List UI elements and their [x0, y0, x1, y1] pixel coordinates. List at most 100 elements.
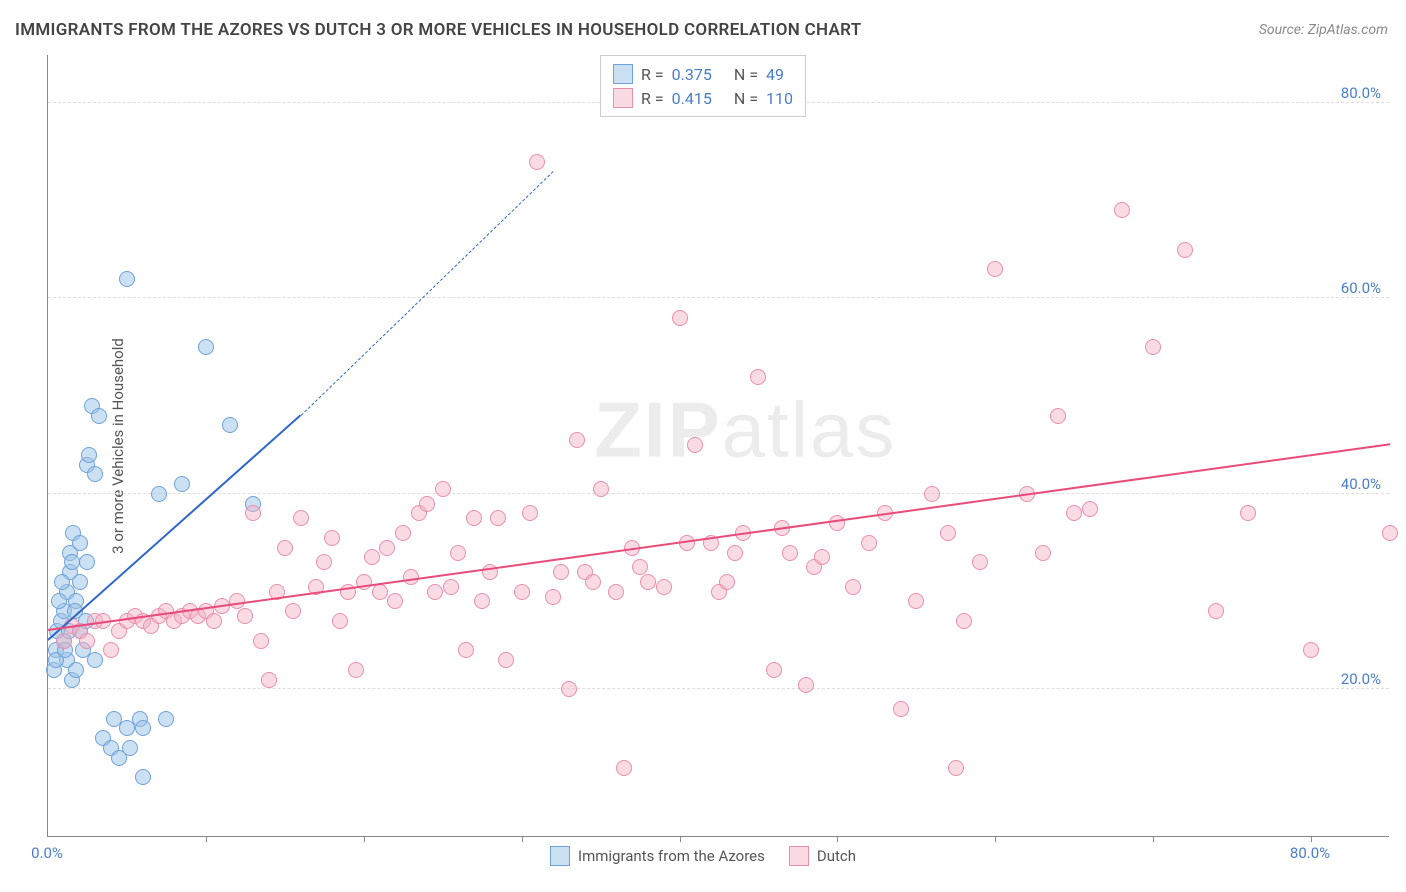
- series-legend-label: Dutch: [817, 847, 856, 865]
- data-point: [553, 564, 569, 580]
- data-point: [253, 633, 269, 649]
- data-point: [908, 593, 924, 609]
- data-point: [1145, 339, 1161, 355]
- data-point: [379, 540, 395, 556]
- gridline: [48, 493, 1389, 494]
- x-tick-label: 80.0%: [1290, 844, 1330, 862]
- data-point: [1035, 545, 1051, 561]
- data-point: [324, 530, 340, 546]
- data-point: [387, 593, 403, 609]
- data-point: [498, 652, 514, 668]
- data-point: [545, 589, 561, 605]
- trend-line-dashed: [300, 170, 553, 415]
- n-value: 49: [766, 65, 784, 84]
- series-legend: Immigrants from the Azores Dutch: [550, 846, 856, 866]
- n-label: N =: [734, 89, 758, 108]
- data-point: [514, 584, 530, 600]
- data-point: [987, 261, 1003, 277]
- y-tick-label: 20.0%: [1341, 670, 1381, 688]
- data-point: [948, 760, 964, 776]
- x-tick-mark: [206, 836, 207, 842]
- data-point: [79, 633, 95, 649]
- data-point: [766, 662, 782, 678]
- data-point: [522, 505, 538, 521]
- data-point: [814, 549, 830, 565]
- data-point: [443, 579, 459, 595]
- data-point: [893, 701, 909, 717]
- x-tick-label: 0.0%: [31, 844, 63, 862]
- data-point: [616, 760, 632, 776]
- x-tick-mark: [1153, 836, 1154, 842]
- data-point: [687, 437, 703, 453]
- data-point: [372, 584, 388, 600]
- data-point: [1208, 603, 1224, 619]
- data-point: [719, 574, 735, 590]
- data-point: [1114, 202, 1130, 218]
- data-point: [924, 486, 940, 502]
- data-point: [72, 574, 88, 590]
- data-point: [261, 672, 277, 688]
- data-point: [237, 608, 253, 624]
- legend-swatch: [613, 64, 633, 84]
- watermark: ZIPatlas: [594, 384, 896, 475]
- data-point: [68, 662, 84, 678]
- x-tick-mark: [1311, 836, 1312, 842]
- plot-area: ZIPatlas 20.0%40.0%60.0%80.0%: [47, 55, 1389, 837]
- data-point: [348, 662, 364, 678]
- y-tick-label: 60.0%: [1341, 279, 1381, 297]
- stats-legend: R =0.375N =49R =0.415N =110: [600, 55, 806, 117]
- data-point: [364, 549, 380, 565]
- r-label: R =: [641, 65, 664, 84]
- data-point: [427, 584, 443, 600]
- gridline: [48, 688, 1389, 689]
- data-point: [87, 652, 103, 668]
- x-tick-mark: [680, 836, 681, 842]
- data-point: [529, 154, 545, 170]
- data-point: [972, 554, 988, 570]
- data-point: [1066, 505, 1082, 521]
- data-point: [119, 271, 135, 287]
- data-point: [956, 613, 972, 629]
- data-point: [245, 505, 261, 521]
- legend-swatch: [789, 846, 809, 866]
- gridline: [48, 297, 1389, 298]
- data-point: [829, 515, 845, 531]
- data-point: [593, 481, 609, 497]
- data-point: [845, 579, 861, 595]
- data-point: [585, 574, 601, 590]
- data-point: [79, 554, 95, 570]
- data-point: [91, 408, 107, 424]
- source-label: Source: ZipAtlas.com: [1259, 22, 1388, 38]
- data-point: [103, 642, 119, 658]
- data-point: [458, 642, 474, 658]
- series-legend-item: Immigrants from the Azores: [550, 846, 765, 866]
- n-label: N =: [734, 65, 758, 84]
- x-tick-mark: [995, 836, 996, 842]
- data-point: [87, 466, 103, 482]
- data-point: [54, 574, 70, 590]
- data-point: [81, 447, 97, 463]
- data-point: [940, 525, 956, 541]
- data-point: [206, 613, 222, 629]
- n-value: 110: [766, 89, 793, 108]
- correlation-chart: IMMIGRANTS FROM THE AZORES VS DUTCH 3 OR…: [0, 0, 1406, 892]
- data-point: [656, 579, 672, 595]
- data-point: [608, 584, 624, 600]
- data-point: [51, 593, 67, 609]
- data-point: [640, 574, 656, 590]
- data-point: [632, 559, 648, 575]
- data-point: [122, 740, 138, 756]
- data-point: [174, 476, 190, 492]
- data-point: [285, 603, 301, 619]
- data-point: [64, 554, 80, 570]
- data-point: [277, 540, 293, 556]
- data-point: [750, 369, 766, 385]
- data-point: [395, 525, 411, 541]
- r-value: 0.375: [672, 65, 712, 84]
- data-point: [672, 310, 688, 326]
- data-point: [56, 633, 72, 649]
- data-point: [158, 711, 174, 727]
- legend-swatch: [613, 88, 633, 108]
- data-point: [1177, 242, 1193, 258]
- x-tick-mark: [364, 836, 365, 842]
